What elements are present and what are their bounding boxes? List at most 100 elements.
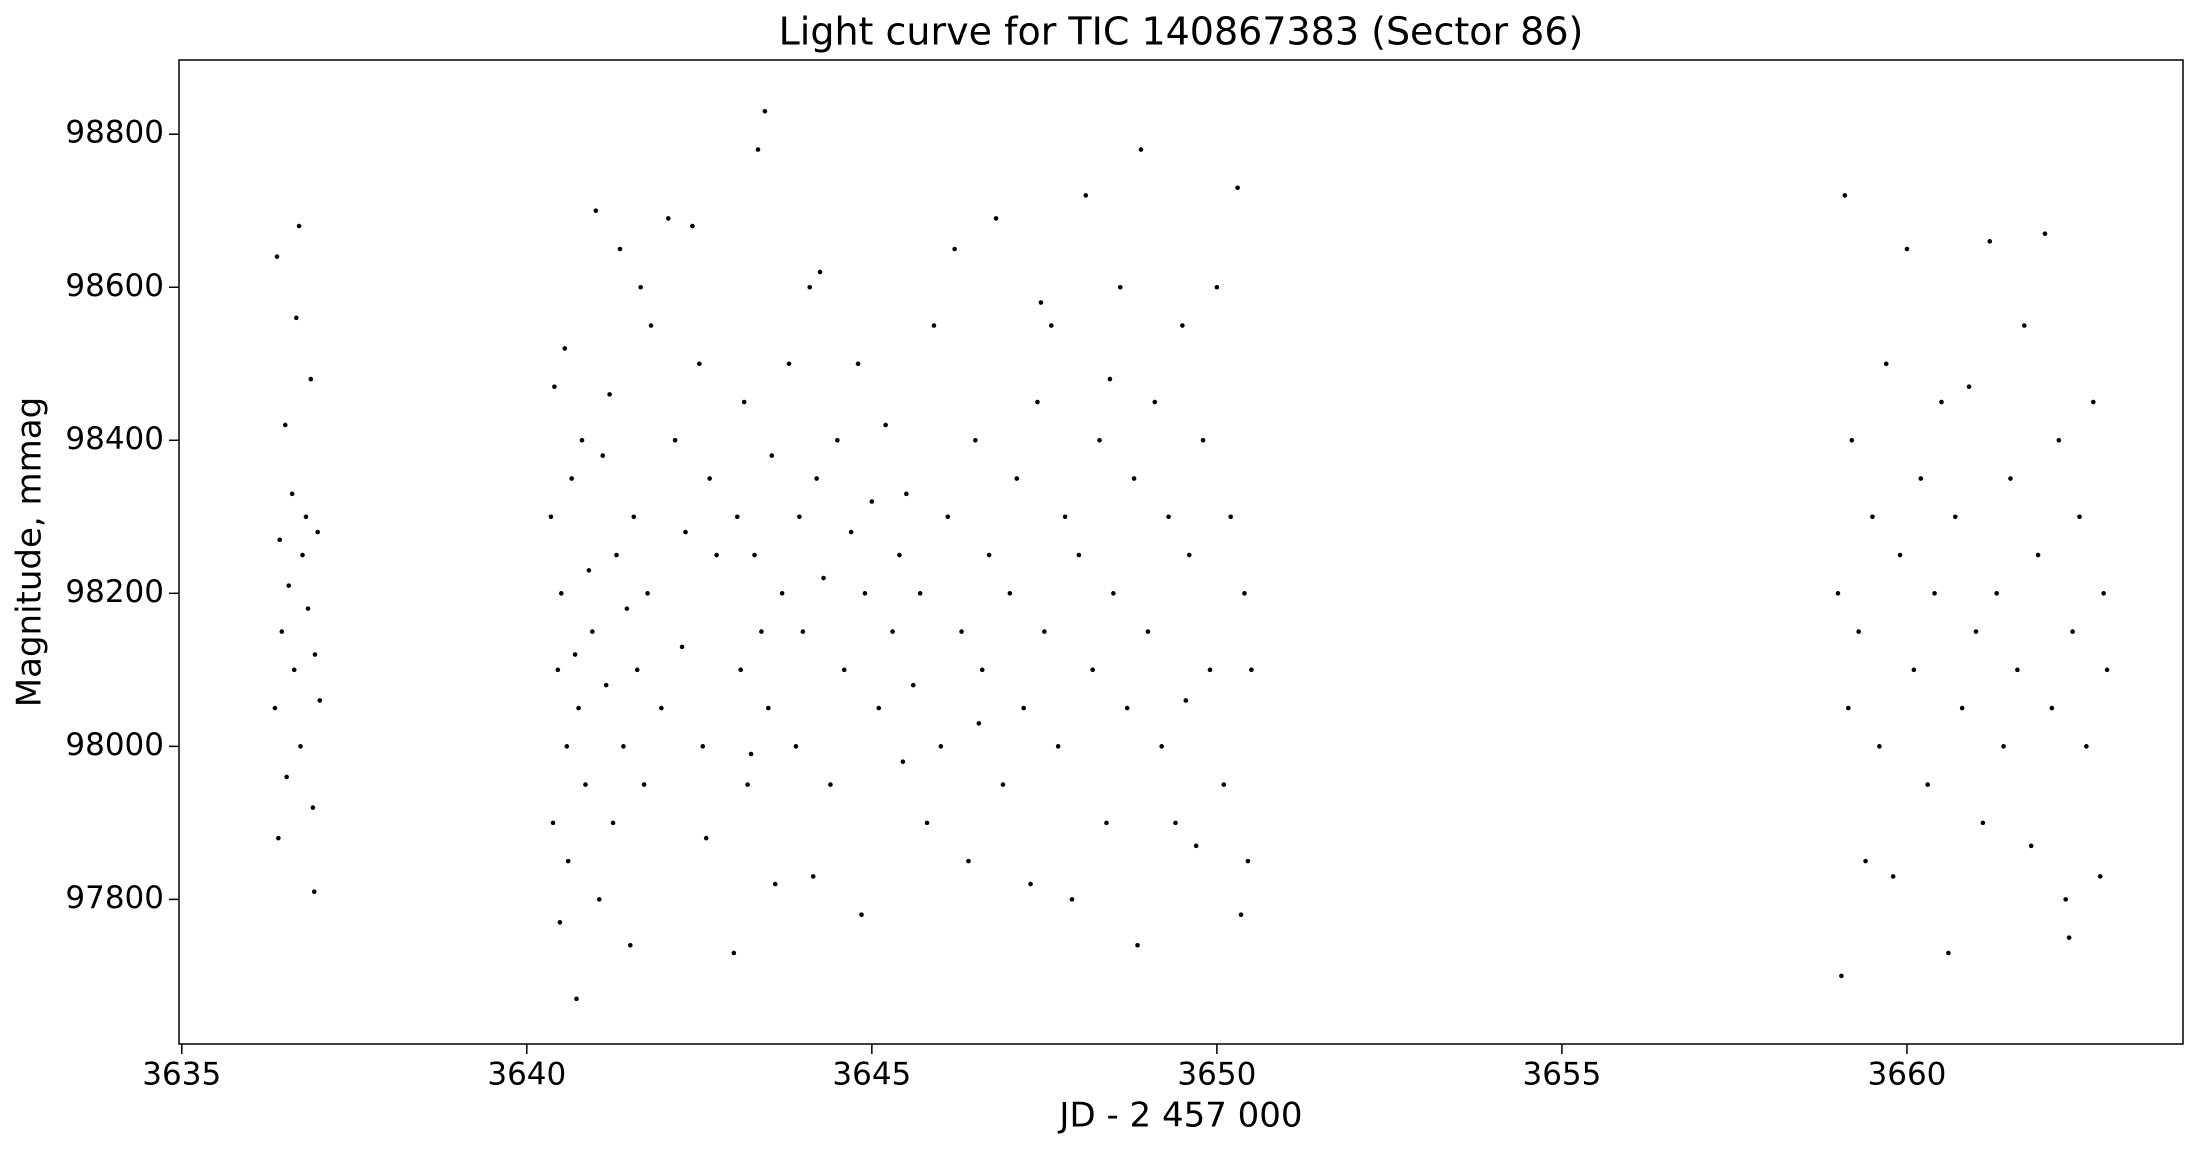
data-point (572, 652, 578, 657)
data-point (848, 529, 854, 535)
data-point (645, 591, 650, 596)
data-point (1055, 744, 1061, 749)
data-point (741, 399, 747, 405)
data-point (305, 606, 311, 611)
data-point (1090, 667, 1095, 673)
data-point (1193, 843, 1199, 849)
data-point (550, 820, 556, 826)
data-point (1014, 476, 1020, 481)
data-point (1180, 323, 1185, 328)
data-point (300, 552, 305, 558)
data-point (1145, 629, 1151, 634)
data-point (552, 384, 557, 390)
chart-title: Light curve for TIC 140867383 (Sector 86… (779, 10, 1584, 54)
data-point (274, 254, 280, 259)
data-point (1846, 705, 1851, 711)
data-point (828, 782, 833, 787)
data-point (1104, 820, 1109, 826)
data-point (2015, 667, 2020, 673)
data-point (772, 881, 778, 887)
data-point (294, 315, 299, 321)
data-point (800, 629, 806, 634)
data-point (272, 705, 278, 711)
data-point (1904, 246, 1910, 252)
data-point (779, 591, 785, 596)
data-point (312, 652, 318, 657)
data-point (814, 476, 819, 481)
data-point (1035, 399, 1040, 405)
data-point (308, 376, 314, 382)
data-point (576, 705, 581, 711)
data-point (1021, 705, 1026, 711)
data-point (2049, 705, 2055, 711)
data-point (959, 629, 964, 634)
data-point (993, 216, 999, 221)
data-point (596, 897, 602, 902)
data-point (869, 499, 875, 504)
data-point (1249, 667, 1254, 673)
data-point (2077, 514, 2082, 520)
data-point (859, 912, 864, 917)
data-point (614, 552, 619, 558)
y-tick-label: 98800 (65, 115, 164, 151)
data-point (610, 820, 616, 826)
data-point (317, 698, 323, 703)
data-point (1166, 514, 1171, 520)
data-point (565, 858, 571, 864)
data-point (1207, 667, 1213, 673)
data-point (1117, 284, 1123, 290)
data-point (810, 874, 816, 879)
data-point (1200, 437, 1206, 443)
data-point (659, 705, 664, 711)
y-tick-label: 98200 (65, 574, 164, 610)
data-point (1870, 514, 1875, 520)
data-point (917, 591, 923, 596)
data-point (1238, 912, 1244, 917)
data-point (817, 269, 823, 275)
data-point (786, 361, 792, 367)
data-point (2035, 552, 2041, 558)
data-point (986, 552, 992, 558)
data-point (276, 835, 281, 841)
data-point (1214, 284, 1220, 290)
data-point (1946, 950, 1951, 956)
data-point (924, 820, 930, 826)
data-point (2021, 323, 2027, 328)
data-point (938, 744, 944, 749)
data-point (559, 591, 564, 596)
data-point (1228, 514, 1233, 520)
data-point (1131, 476, 1137, 481)
y-axis-label: Magnitude, mmag (10, 397, 50, 707)
data-point (1062, 514, 1068, 520)
data-point (2090, 399, 2096, 405)
data-point (1048, 323, 1054, 328)
data-point (890, 629, 895, 634)
data-point (752, 552, 757, 558)
data-point (2101, 591, 2106, 596)
data-point (548, 514, 554, 520)
data-point (624, 606, 630, 611)
data-point (759, 629, 764, 634)
data-point (855, 361, 861, 367)
data-point (910, 682, 916, 688)
data-point (697, 361, 702, 367)
x-axis-label: JD - 2 457 000 (1057, 1096, 1302, 1136)
data-point (700, 744, 706, 749)
data-point (303, 514, 309, 520)
data-point (766, 705, 771, 711)
data-point (600, 453, 606, 458)
data-point (564, 744, 570, 749)
data-point (286, 583, 292, 588)
data-point (897, 552, 902, 558)
data-point (690, 223, 695, 229)
data-point (590, 629, 595, 634)
data-point (2063, 897, 2068, 902)
data-point (952, 246, 957, 252)
data-point (1987, 239, 1993, 244)
data-point (748, 751, 754, 757)
data-point (1042, 629, 1047, 634)
data-point (617, 246, 623, 252)
data-point (1245, 858, 1251, 864)
